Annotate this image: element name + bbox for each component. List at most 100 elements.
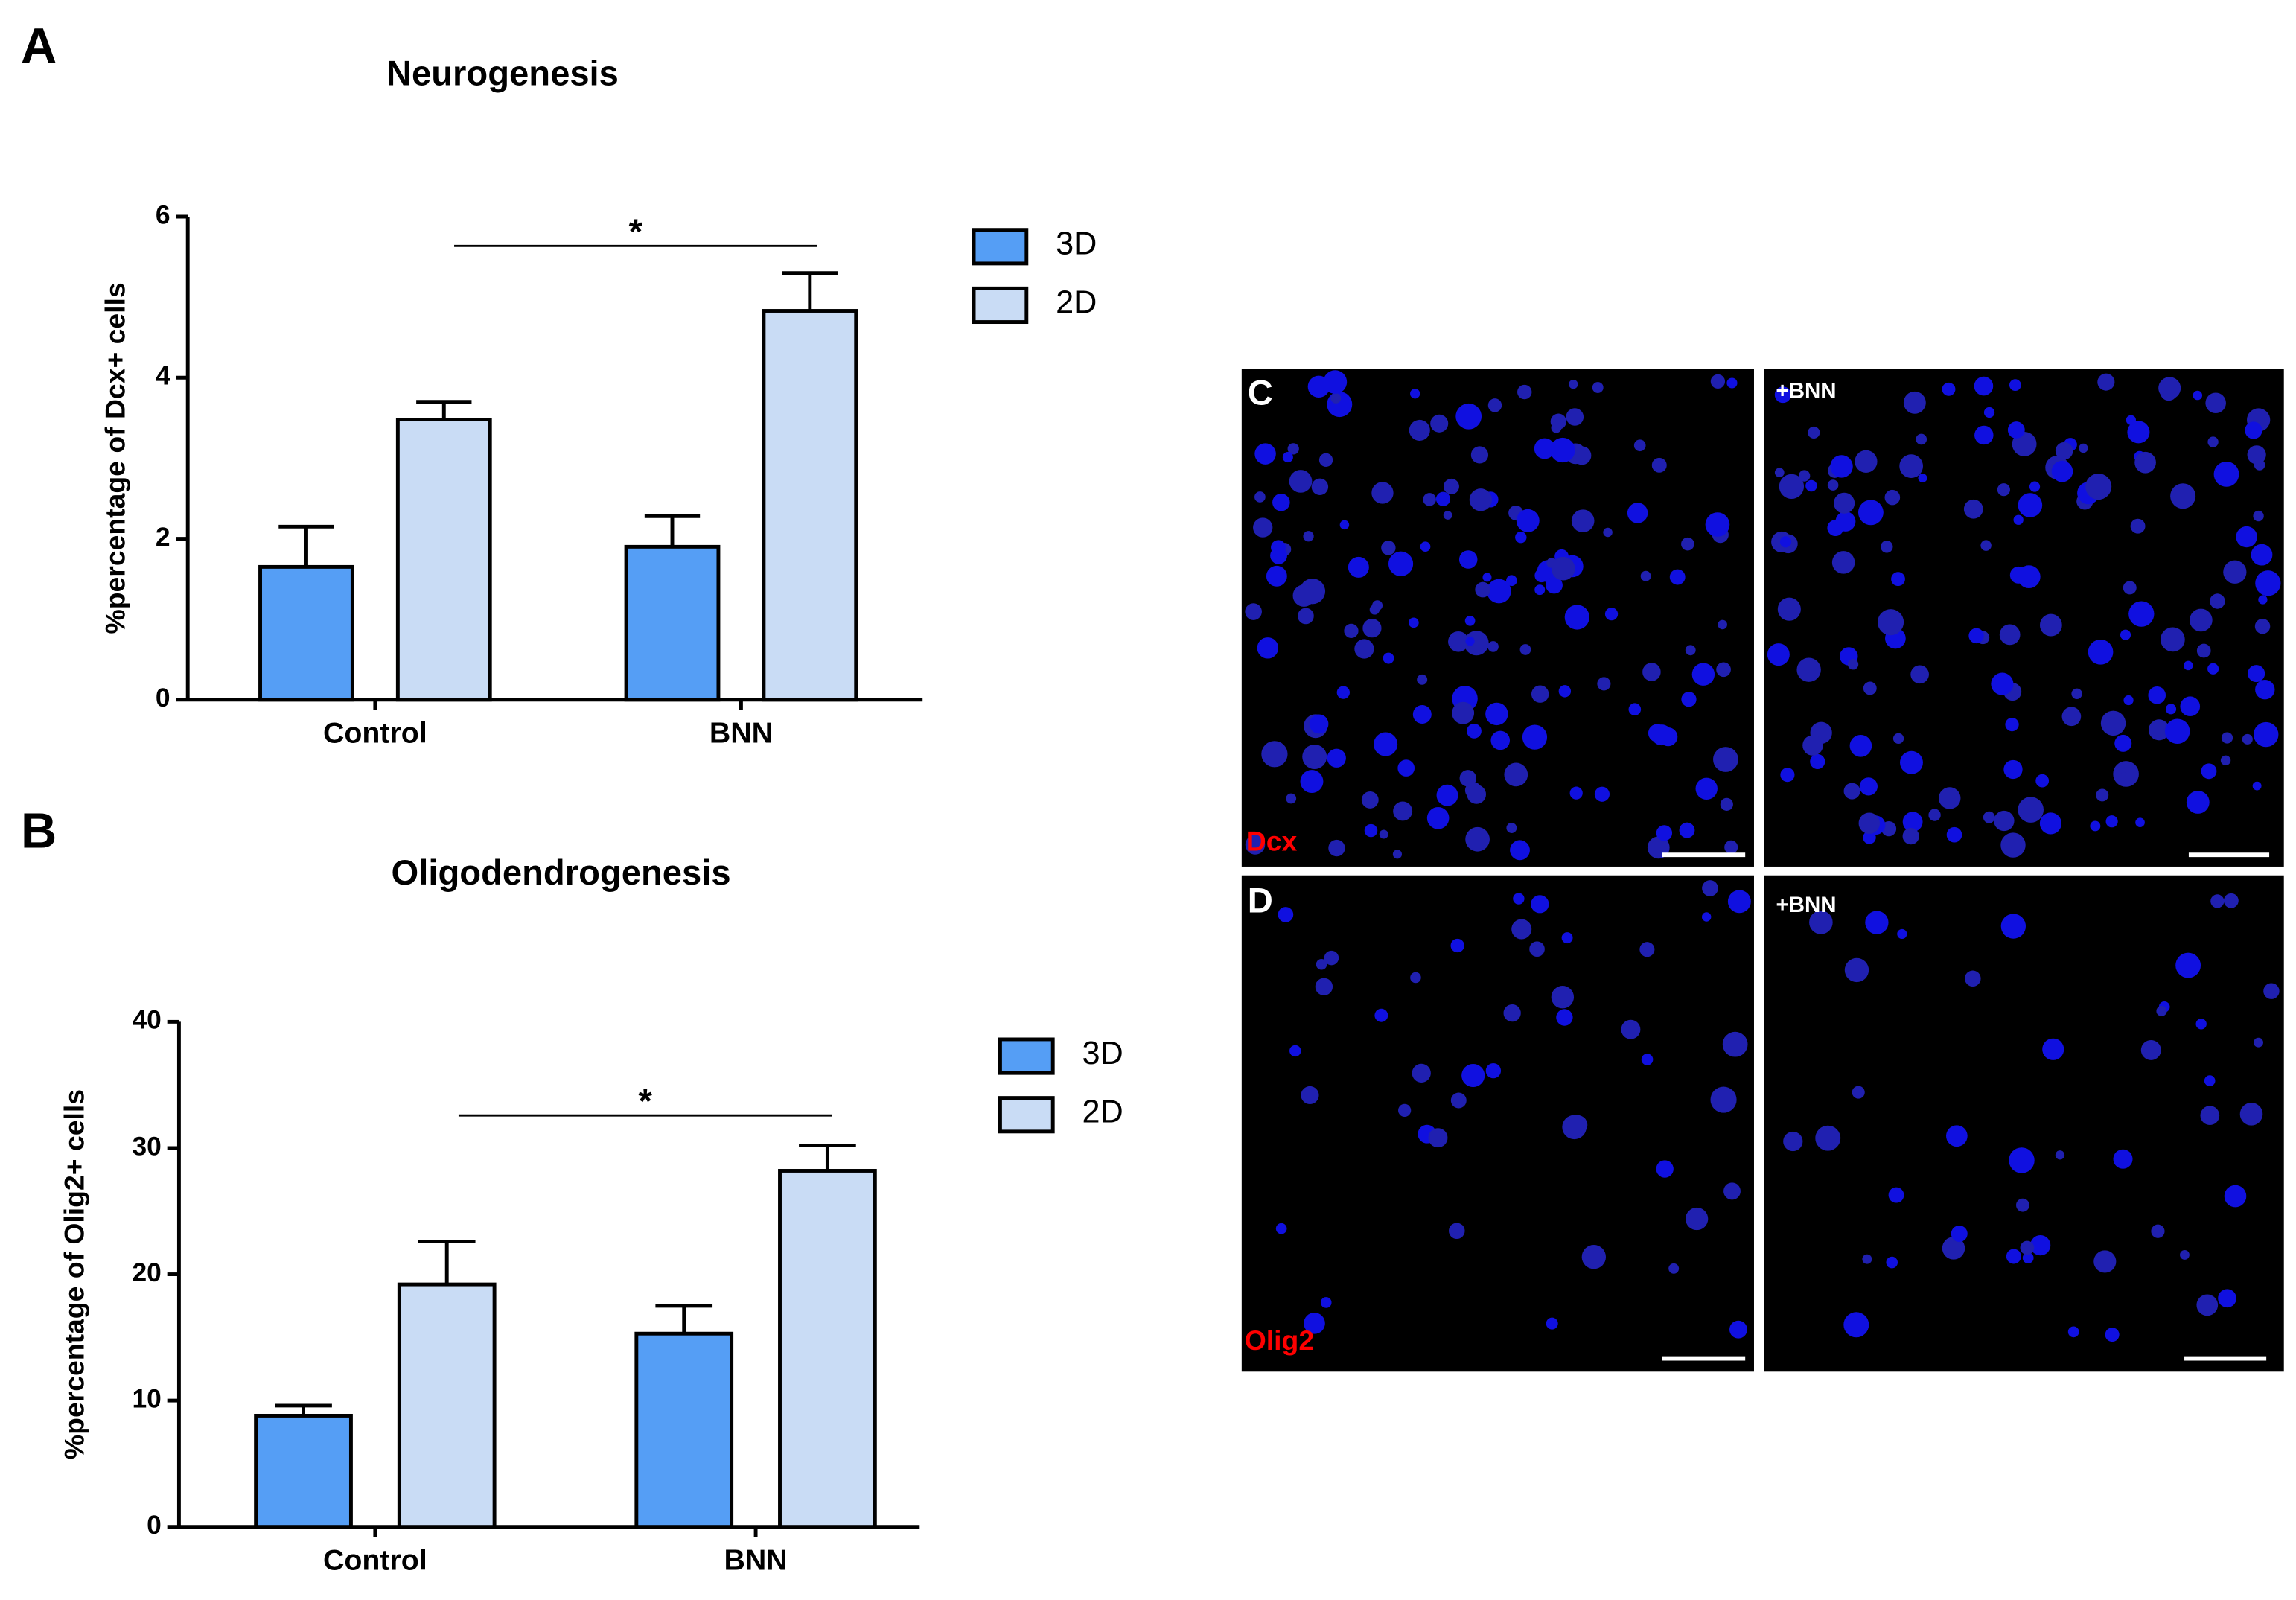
nucleus [1951,1226,1968,1243]
nucleus [2193,390,2203,401]
nucleus [2254,1037,2263,1048]
chart-title: Oligodendrogenesis [392,852,731,892]
nucleus [1410,389,1420,399]
nucleus [1339,520,1350,530]
nucleus [1567,1115,1588,1135]
nucleus [2016,1198,2029,1212]
nucleus [1720,797,1733,811]
nucleus [1423,493,1436,506]
nucleus [2239,1103,2263,1126]
nucleus [2148,686,2166,704]
nucleus [1855,450,1878,473]
nucleus [2035,774,2050,788]
nucleus [1529,941,1545,957]
nucleus [1464,615,1476,626]
nucleus [1485,1062,1502,1079]
nucleus [2097,373,2115,391]
nucleus [1621,1019,1641,1039]
nucleus [1383,652,1394,664]
nucleus [1287,443,1299,455]
nucleus [1881,541,1893,553]
nucleus [1844,957,1869,983]
bar [624,544,721,702]
nucleus [1253,517,1273,538]
y-tick-label: 4 [156,362,170,391]
nucleus [2079,443,2088,453]
panel-label: B [21,803,57,858]
nucleus [1504,762,1528,787]
nucleus [1379,829,1388,839]
nucleus [1849,734,1872,757]
nucleus [1531,685,1549,703]
nucleus [1852,1086,1865,1099]
nucleus [1946,1125,1968,1147]
nucleus [1902,827,1919,845]
marker-label: Olig2 [1245,1325,1314,1356]
nucleus [1311,478,1329,496]
nucleus [1808,426,1820,439]
nucleus [1511,919,1532,940]
nucleus [1409,419,1430,441]
nucleus [2220,755,2231,766]
nucleus [1713,747,1738,772]
nucleus [2100,710,2126,736]
nucleus [2128,601,2155,627]
nucleus [1974,376,1994,396]
legend-swatch [972,228,1029,266]
nucleus [1640,570,1651,581]
bar [762,309,858,702]
panel-label: C [1248,372,1273,412]
nucleus [2061,707,2082,727]
nucleus [1381,541,1396,555]
nucleus [1597,677,1611,691]
nucleus [1245,603,1262,620]
nucleus [1777,597,1801,621]
nucleus [1767,643,1790,666]
nucleus [1490,730,1511,750]
nucleus [1705,512,1730,537]
x-tick-label: Control [323,1543,427,1576]
nucleus [1412,705,1432,724]
nucleus [1475,581,1491,598]
nucleus [1774,468,1785,478]
nucleus [1827,479,1839,491]
nucleus [2218,1289,2236,1308]
legend-label: 3D [1082,1036,1123,1071]
nucleus [2055,442,2073,460]
nucleus [1435,491,1451,506]
nucleus [1361,791,1379,809]
nucleus [2140,1039,2161,1060]
y-tick-label: 10 [132,1384,161,1413]
nucleus [2093,1250,2117,1273]
nucleus [1884,489,1901,506]
nucleus [2253,510,2264,522]
nucleus [2007,421,2025,439]
nucleus [2196,643,2211,658]
nucleus [2005,717,2019,732]
nucleus [2123,695,2134,706]
nucleus [1701,912,1712,922]
bar [395,418,492,702]
nucleus [1656,1160,1674,1178]
nucleus [1702,880,1718,896]
nucleus [1843,783,1860,800]
legend-swatch [998,1037,1055,1075]
condition-label: +BNN [1776,379,1836,404]
nucleus [1780,768,1795,783]
nucleus [2000,832,2026,858]
nucleus [1997,483,2010,497]
nucleus [2190,608,2213,632]
nucleus [1569,786,1583,800]
nucleus [1397,759,1415,777]
nucleus [2161,627,2185,652]
y-axis-label: %percentage of Dcx+ cells [100,282,131,634]
nucleus [1668,1263,1680,1274]
nucleus [1863,681,1877,695]
nucleus [1354,639,1374,659]
nucleus [2009,379,2021,392]
nucleus [1685,645,1696,656]
nucleus [1426,807,1450,829]
nucleus [2156,1005,2167,1016]
nucleus [2055,1150,2065,1160]
legend-label: 2D [1056,284,1097,320]
